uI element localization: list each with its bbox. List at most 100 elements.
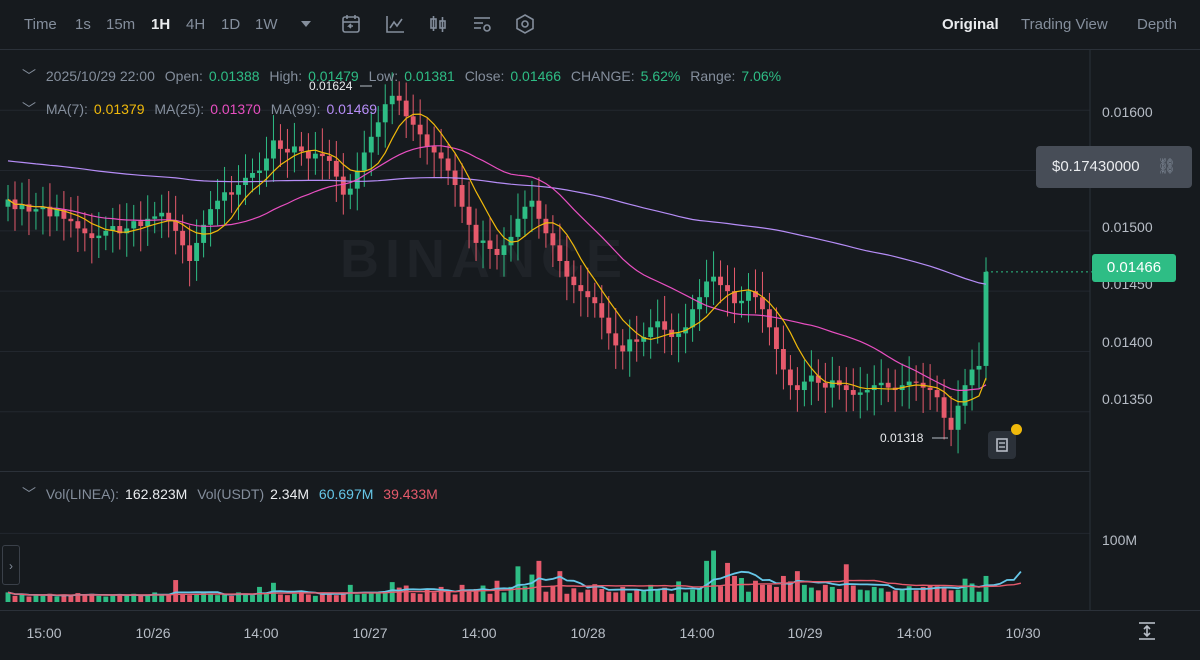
volume-bar <box>187 595 193 602</box>
volume-bar <box>592 584 598 602</box>
ma-collapse-icon[interactable]: ﹀ <box>22 101 36 117</box>
candle-body <box>389 95 395 105</box>
candle-body <box>382 104 388 123</box>
interval-1s[interactable]: 1s <box>75 16 91 33</box>
candle-body <box>878 382 884 386</box>
link-icon[interactable]: ⛓ <box>1156 158 1176 175</box>
volume-bar <box>110 595 116 602</box>
volume-bar <box>627 593 633 602</box>
volume-bar <box>229 595 234 602</box>
volume-bar <box>941 588 947 602</box>
candle-body <box>585 291 591 298</box>
indicator-icon[interactable] <box>384 13 406 35</box>
event-icon[interactable] <box>988 431 1016 459</box>
interval-15m[interactable]: 15m <box>106 16 136 33</box>
view-original[interactable]: Original <box>942 16 999 33</box>
candle-body <box>885 382 891 388</box>
close-value: 0.01466 <box>510 68 561 84</box>
ma7-value: 0.01379 <box>93 101 145 117</box>
volume-bar <box>54 596 60 602</box>
volume-bar <box>5 592 11 602</box>
interval-time[interactable]: Time <box>24 16 57 33</box>
range-value: 7.06% <box>741 68 782 84</box>
volume-bar <box>131 593 137 602</box>
side-panel-toggle[interactable]: › <box>2 545 20 585</box>
candle-body <box>725 285 730 292</box>
interval-1h[interactable]: 1H <box>151 16 171 33</box>
volume-bar <box>445 591 451 602</box>
chart-settings-icon[interactable] <box>471 13 493 35</box>
candle-body <box>305 151 311 159</box>
candle-body <box>606 317 612 334</box>
calendar-icon[interactable] <box>340 13 362 35</box>
low-annotation: 0.01318 <box>880 431 924 445</box>
candle-body <box>417 124 423 135</box>
candle-body <box>641 336 647 342</box>
volume-bar <box>648 584 654 602</box>
candle-body <box>739 300 744 304</box>
volume-bar <box>417 593 423 602</box>
volume-bar <box>152 592 158 602</box>
volume-bar <box>473 588 479 602</box>
candle-body <box>5 199 11 207</box>
candle-body <box>711 276 717 282</box>
volume-bar <box>641 591 647 602</box>
candle-body <box>431 146 437 153</box>
candle-body <box>368 136 374 153</box>
interval-dropdown-icon[interactable] <box>299 19 313 29</box>
volume-bar <box>899 588 905 602</box>
candle-body <box>103 230 109 236</box>
candle-body <box>124 228 130 234</box>
hexagon-icon[interactable] <box>514 13 536 35</box>
candle-body <box>662 321 668 330</box>
low-label: Low: <box>368 68 399 84</box>
volume-bar <box>410 593 416 602</box>
time-axis-label: 14:00 <box>679 625 715 641</box>
candle-body <box>312 153 318 159</box>
current-price-badge: 0.01466 <box>1092 254 1176 282</box>
volume-bar <box>801 584 807 602</box>
candle-body <box>906 381 912 386</box>
price-tooltip[interactable]: $0.17430000 ⛓ <box>1036 146 1192 188</box>
vol-collapse-icon[interactable]: ﹀ <box>22 486 36 502</box>
candle-body <box>264 158 269 171</box>
candle-body <box>913 381 919 383</box>
candle-type-icon[interactable] <box>427 13 449 35</box>
candle-body <box>284 148 290 153</box>
volume-bar <box>250 595 255 602</box>
candle-body <box>277 140 283 149</box>
candle-body <box>187 245 193 261</box>
volume-bar <box>864 590 870 602</box>
interval-4h[interactable]: 4H <box>186 16 206 33</box>
candle-body <box>340 176 346 195</box>
candle-body <box>403 100 409 117</box>
view-trading-view[interactable]: Trading View <box>1021 16 1108 33</box>
volume-bar <box>431 592 437 602</box>
view-depth[interactable]: Depth <box>1137 16 1178 33</box>
volume-bar <box>145 595 151 602</box>
volume-bar <box>955 589 961 602</box>
collapse-icon[interactable]: ﹀ <box>22 68 36 84</box>
open-label: Open: <box>164 68 203 84</box>
interval-1d[interactable]: 1D <box>221 16 241 33</box>
volume-bar <box>319 592 325 602</box>
candle-body <box>257 170 262 173</box>
volume-bar <box>194 594 200 602</box>
volume-bar <box>68 595 74 602</box>
candle-body <box>166 212 172 222</box>
candle-body <box>822 382 828 388</box>
range-label: Range: <box>690 68 736 84</box>
volume-bar <box>976 591 982 602</box>
candle-body <box>564 261 570 277</box>
expand-icon[interactable] <box>1136 620 1158 647</box>
volume-bar <box>480 585 486 602</box>
volume-bar <box>368 592 374 602</box>
volume-bar <box>606 591 612 602</box>
candle-body <box>82 228 88 234</box>
volume-bar <box>920 586 926 602</box>
volume-bar <box>159 594 165 602</box>
volume-bar <box>326 593 332 602</box>
interval-1w[interactable]: 1W <box>255 16 278 33</box>
candle-body <box>578 285 584 292</box>
